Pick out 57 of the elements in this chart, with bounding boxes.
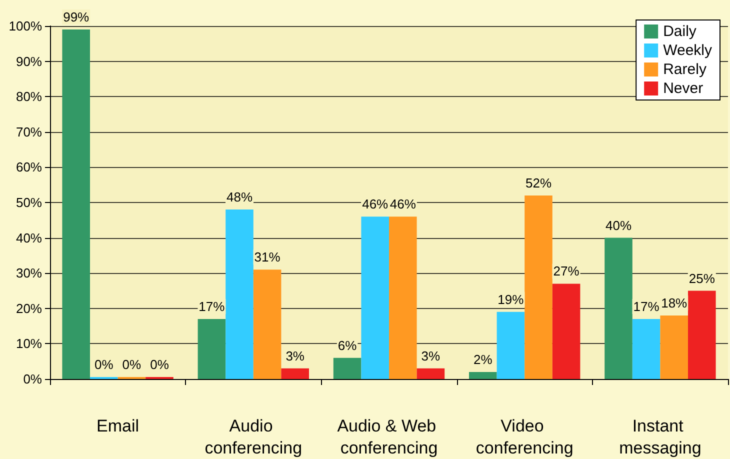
y-tick-label: 30% [16, 266, 42, 281]
bar [688, 290, 716, 379]
x-tick-label: Video conferencing [476, 416, 574, 458]
data-label: 99% [63, 10, 90, 25]
bar [253, 270, 282, 379]
bar [333, 358, 362, 379]
bar [632, 318, 660, 379]
bar [552, 284, 580, 379]
y-tick-label: 60% [16, 160, 42, 175]
bar [198, 318, 226, 379]
data-label: 0% [122, 357, 142, 372]
bar [496, 312, 525, 379]
data-label: 18% [661, 295, 688, 310]
bar [361, 216, 389, 379]
x-tick-label: Audio conferencing [204, 416, 302, 458]
y-tick-label: 70% [16, 124, 42, 140]
legend-label: Weekly [663, 42, 712, 59]
data-label: 17% [633, 298, 660, 314]
bar [416, 368, 445, 379]
x-tick-label: Email [96, 416, 140, 436]
y-tick-label: 90% [16, 54, 42, 69]
x-tick-label: Audio & Web conferencing [337, 416, 441, 458]
legend-label: Daily [663, 23, 697, 40]
y-tick-label: 10% [16, 336, 42, 352]
data-label: 0% [94, 357, 114, 372]
y-tick-label: 50% [16, 195, 42, 210]
bar [660, 315, 688, 379]
data-label: 0% [150, 357, 170, 372]
data-label: 48% [226, 190, 253, 205]
data-label: 19% [498, 292, 524, 307]
data-label: 6% [338, 338, 358, 353]
legend-label: Never [663, 80, 704, 97]
data-label: 31% [254, 250, 281, 265]
data-label: 17% [198, 298, 226, 314]
data-label: 3% [421, 348, 441, 364]
bar [281, 368, 309, 379]
y-tick-label: 0% [23, 372, 42, 386]
y-tick-label: 20% [16, 300, 42, 316]
bar [604, 238, 632, 379]
bar [62, 30, 90, 379]
data-label: 46% [362, 196, 389, 212]
bar [226, 210, 254, 379]
bar [389, 216, 417, 379]
data-label: 46% [390, 196, 416, 212]
bar [524, 195, 552, 379]
data-label: 25% [688, 270, 716, 286]
y-tick-label: 100% [8, 18, 42, 34]
data-label: 3% [286, 348, 305, 364]
data-label: 2% [474, 352, 493, 367]
data-label: 52% [525, 175, 552, 190]
y-tick-label: 80% [16, 89, 42, 104]
legend-label: Rarely [663, 61, 707, 78]
bar [469, 372, 497, 379]
data-label: 27% [553, 264, 580, 279]
y-tick-label: 40% [16, 230, 42, 246]
data-label: 40% [605, 218, 632, 233]
x-tick-label: Instant messaging [619, 416, 702, 458]
